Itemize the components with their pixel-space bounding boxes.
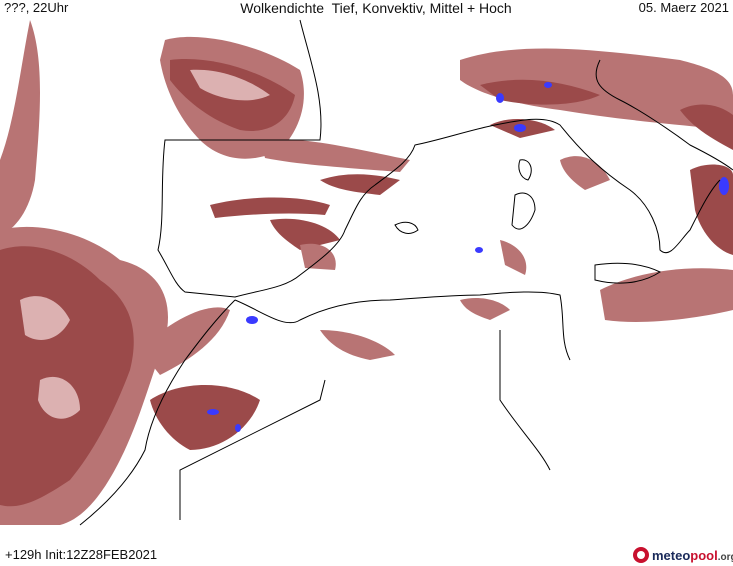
logo-text: meteo bbox=[652, 548, 690, 563]
coastlines bbox=[79, 19, 733, 526]
logo-text: pool bbox=[690, 548, 717, 563]
header-time: ???, 22Uhr bbox=[4, 0, 69, 15]
header-date: 05. Maerz 2021 bbox=[639, 0, 729, 15]
svg-text:meteopool.org: meteopool.org bbox=[652, 548, 733, 563]
logo-icon-inner bbox=[637, 551, 645, 559]
map-title: Wolkendichte Tief, Konvektiv, Mittel + H… bbox=[240, 0, 511, 16]
logo: meteopool.org bbox=[633, 547, 733, 563]
logo-text: .org bbox=[718, 552, 733, 563]
cloud-field bbox=[0, 20, 733, 526]
model-run: +129h Init:12Z28FEB2021 bbox=[5, 547, 157, 562]
